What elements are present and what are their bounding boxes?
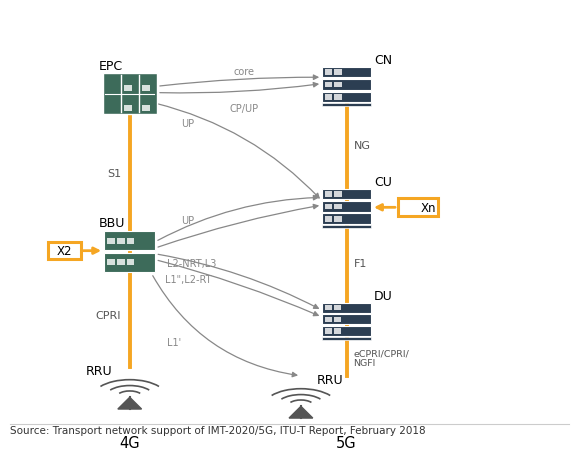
FancyBboxPatch shape xyxy=(325,95,332,101)
Text: CU: CU xyxy=(374,176,392,189)
Text: UP: UP xyxy=(181,215,194,225)
Text: 5G: 5G xyxy=(336,435,357,450)
FancyBboxPatch shape xyxy=(108,260,115,266)
Text: BBU: BBU xyxy=(98,217,124,230)
FancyBboxPatch shape xyxy=(323,326,371,336)
FancyBboxPatch shape xyxy=(323,68,371,78)
FancyBboxPatch shape xyxy=(334,95,342,101)
FancyBboxPatch shape xyxy=(323,80,371,90)
FancyBboxPatch shape xyxy=(323,202,371,212)
FancyBboxPatch shape xyxy=(334,329,340,334)
FancyBboxPatch shape xyxy=(104,232,155,251)
FancyBboxPatch shape xyxy=(323,337,371,340)
FancyBboxPatch shape xyxy=(117,260,124,266)
Text: CP/UP: CP/UP xyxy=(229,104,258,114)
Text: L1': L1' xyxy=(167,337,181,347)
Text: DU: DU xyxy=(374,290,393,302)
FancyBboxPatch shape xyxy=(334,216,342,222)
FancyBboxPatch shape xyxy=(325,192,332,197)
FancyBboxPatch shape xyxy=(334,70,342,76)
FancyBboxPatch shape xyxy=(334,192,342,197)
FancyBboxPatch shape xyxy=(142,86,149,92)
Text: F1: F1 xyxy=(353,258,367,269)
FancyBboxPatch shape xyxy=(323,214,371,224)
Text: Xn: Xn xyxy=(420,202,436,214)
FancyBboxPatch shape xyxy=(108,238,115,244)
FancyBboxPatch shape xyxy=(325,70,332,76)
Text: 4G: 4G xyxy=(119,435,140,450)
Text: L2-NRT,L3: L2-NRT,L3 xyxy=(167,258,216,269)
FancyBboxPatch shape xyxy=(323,104,371,106)
FancyBboxPatch shape xyxy=(124,106,131,112)
Text: NG: NG xyxy=(353,141,371,151)
Text: EPC: EPC xyxy=(98,60,122,73)
FancyBboxPatch shape xyxy=(142,106,149,112)
Text: core: core xyxy=(233,67,254,77)
FancyBboxPatch shape xyxy=(323,225,371,228)
FancyBboxPatch shape xyxy=(325,329,332,334)
FancyBboxPatch shape xyxy=(323,190,371,200)
FancyBboxPatch shape xyxy=(323,92,371,103)
FancyBboxPatch shape xyxy=(127,260,134,266)
FancyBboxPatch shape xyxy=(325,317,332,322)
FancyBboxPatch shape xyxy=(323,303,371,313)
FancyBboxPatch shape xyxy=(124,86,131,92)
Text: CPRI: CPRI xyxy=(96,310,121,320)
FancyBboxPatch shape xyxy=(102,73,157,115)
Text: UP: UP xyxy=(181,118,194,129)
Text: eCPRI/CPRI/
NGFI: eCPRI/CPRI/ NGFI xyxy=(353,348,409,368)
Text: L1",L2-RT: L1",L2-RT xyxy=(165,274,211,284)
Polygon shape xyxy=(289,406,313,418)
FancyBboxPatch shape xyxy=(334,82,342,88)
FancyBboxPatch shape xyxy=(127,238,134,244)
Text: X2: X2 xyxy=(56,245,72,257)
Text: Source: Transport network support of IMT-2020/5G, ITU-T Report, February 2018: Source: Transport network support of IMT… xyxy=(10,425,426,436)
FancyBboxPatch shape xyxy=(334,204,342,210)
FancyBboxPatch shape xyxy=(104,253,155,272)
FancyBboxPatch shape xyxy=(325,216,332,222)
FancyBboxPatch shape xyxy=(334,305,340,311)
Polygon shape xyxy=(118,397,142,409)
Text: S1: S1 xyxy=(107,168,121,178)
FancyBboxPatch shape xyxy=(325,305,332,311)
Text: RRU: RRU xyxy=(317,373,343,386)
Text: RRU: RRU xyxy=(86,364,112,377)
FancyBboxPatch shape xyxy=(117,238,124,244)
FancyBboxPatch shape xyxy=(325,82,332,88)
FancyBboxPatch shape xyxy=(334,317,340,322)
Text: CN: CN xyxy=(374,54,392,67)
FancyBboxPatch shape xyxy=(323,315,371,325)
FancyBboxPatch shape xyxy=(325,204,332,210)
